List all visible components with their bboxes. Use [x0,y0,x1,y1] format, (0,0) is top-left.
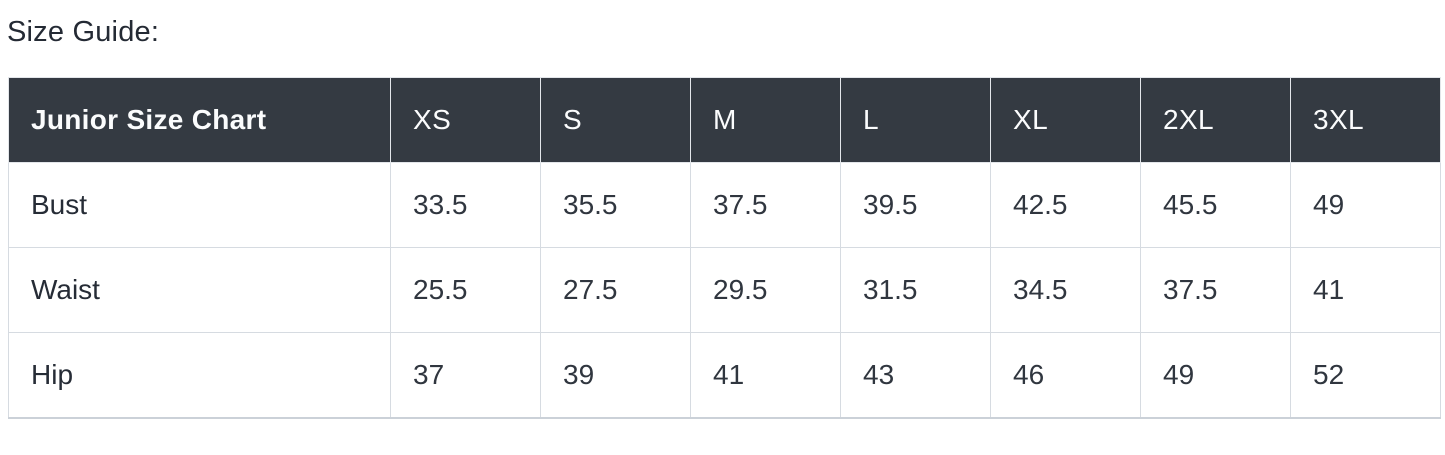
bust-value-s: 35.5 [540,162,691,248]
size-column-header-s: S [540,77,691,163]
hip-value-2xl: 49 [1140,332,1291,418]
size-chart-title-cell: Junior Size Chart [8,77,391,163]
waist-value-l: 31.5 [840,247,991,333]
size-column-header-l: L [840,77,991,163]
row-label-waist: Waist [8,247,391,333]
hip-value-xl: 46 [990,332,1141,418]
size-chart-header-row: Junior Size Chart XS S M L XL 2XL 3XL [8,77,1441,163]
size-column-header-xl: XL [990,77,1141,163]
hip-value-m: 41 [690,332,841,418]
table-row-bust: Bust 33.5 35.5 37.5 39.5 42.5 45.5 49 [8,162,1441,248]
waist-value-3xl: 41 [1290,247,1441,333]
waist-value-m: 29.5 [690,247,841,333]
junior-size-chart-table: Junior Size Chart XS S M L XL 2XL 3XL Bu… [8,77,1441,419]
hip-value-s: 39 [540,332,691,418]
bust-value-2xl: 45.5 [1140,162,1291,248]
waist-value-xl: 34.5 [990,247,1141,333]
bust-value-m: 37.5 [690,162,841,248]
waist-value-s: 27.5 [540,247,691,333]
hip-value-3xl: 52 [1290,332,1441,418]
bust-value-3xl: 49 [1290,162,1441,248]
size-column-header-2xl: 2XL [1140,77,1291,163]
size-column-header-3xl: 3XL [1290,77,1441,163]
row-label-bust: Bust [8,162,391,248]
table-row-hip: Hip 37 39 41 43 46 49 52 [8,332,1441,418]
row-label-hip: Hip [8,332,391,418]
waist-value-xs: 25.5 [390,247,541,333]
bust-value-l: 39.5 [840,162,991,248]
bust-value-xs: 33.5 [390,162,541,248]
table-row-waist: Waist 25.5 27.5 29.5 31.5 34.5 37.5 41 [8,247,1441,333]
hip-value-l: 43 [840,332,991,418]
hip-value-xs: 37 [390,332,541,418]
size-column-header-m: M [690,77,841,163]
waist-value-2xl: 37.5 [1140,247,1291,333]
size-guide-heading: Size Guide: [7,16,160,48]
size-column-header-xs: XS [390,77,541,163]
bust-value-xl: 42.5 [990,162,1141,248]
